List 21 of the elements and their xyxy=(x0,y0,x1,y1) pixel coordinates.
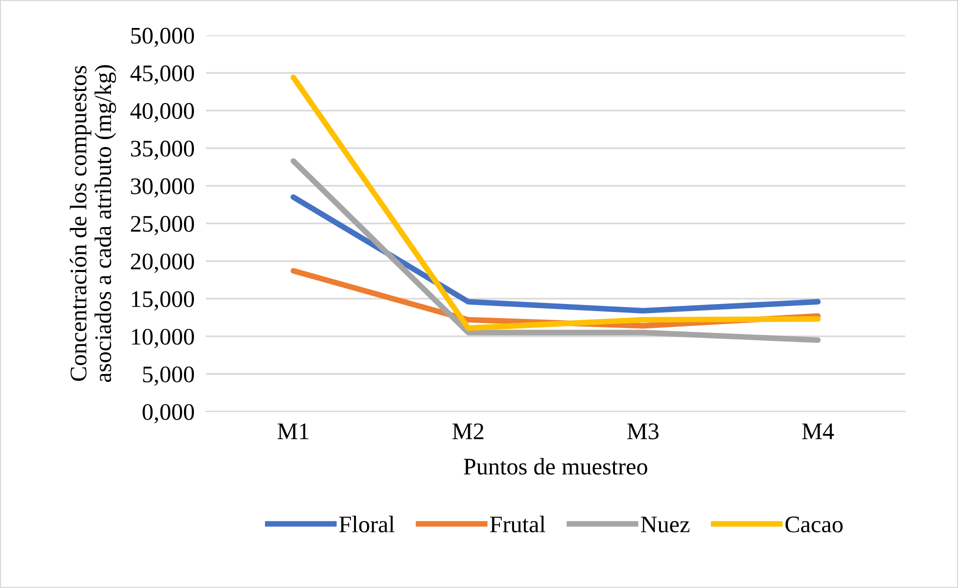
y-tick-label: 10,000 xyxy=(132,328,194,348)
y-tick-label: 5,000 xyxy=(143,366,194,386)
y-tick-label: 0,000 xyxy=(142,404,194,424)
y-tick-label: 20,000 xyxy=(130,254,194,273)
y-tick-label: 40,000 xyxy=(130,103,194,122)
y-tick-label: 35,000 xyxy=(131,140,194,160)
y-tick-label: 15,000 xyxy=(132,291,194,311)
legend-label: Nuez xyxy=(640,516,690,532)
x-tick-label: M4 xyxy=(802,424,834,440)
y-tick-label: 30,000 xyxy=(131,178,194,198)
legend-label: Frutal xyxy=(490,516,546,532)
x-tick-label: M3 xyxy=(627,423,659,440)
y-tick-label: 25,000 xyxy=(130,216,194,236)
y-tick-label: 50,000 xyxy=(131,28,194,48)
legend-label: Cacao xyxy=(786,516,843,532)
y-axis-title: Concentración de los compuestos asociados a cada atributo (mg/kg) xyxy=(70,65,116,382)
x-tick-label: M2 xyxy=(452,423,484,440)
y-tick-label: 45,000 xyxy=(130,65,194,85)
x-tick-label: M1 xyxy=(278,424,308,440)
x-axis-title: Puntos de muestreo xyxy=(464,458,648,475)
legend-label: Floral xyxy=(339,516,395,532)
